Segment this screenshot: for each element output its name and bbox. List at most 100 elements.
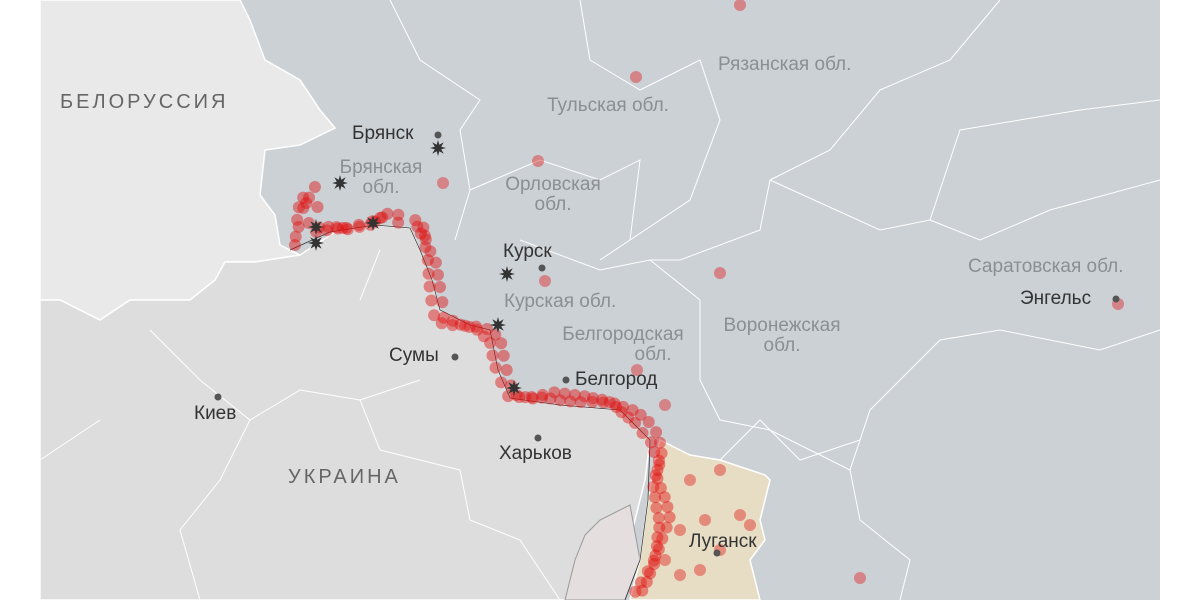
region-label-bryansk: Брянская обл. [331,158,431,198]
explosion-icon [365,215,381,231]
attack-dot [423,280,436,293]
attack-dot [642,416,655,429]
attack-dot [641,565,654,578]
attack-dot [409,214,422,227]
region-label-orel: Орловская обл. [493,175,613,215]
attack-dot [744,519,756,531]
attack-dot [640,575,653,588]
attack-dot [431,268,444,281]
right-margin [1160,0,1200,600]
state-border [289,224,651,600]
city-label-kiev: Киев [194,403,237,424]
city-label-engels: Энгельс [1020,288,1092,309]
city-dot-icon [214,393,222,401]
attack-dot [437,311,450,324]
attack-dot [631,364,643,376]
attack-dot [519,391,532,404]
attack-dot [652,511,665,524]
region-label-voronezh: Воронежская обл. [712,316,852,356]
attack-dot [352,218,365,231]
attack-dot [647,554,660,567]
attack-dots [289,0,1124,598]
region-label-line: Воронежская [723,315,841,336]
region-label-line: Орловская [505,174,601,195]
attack-dot [419,233,432,246]
attack-dot [419,241,432,254]
attack-dot [699,514,711,526]
attack-dot [660,521,673,534]
attack-dot [622,411,635,424]
attack-dot [292,201,305,214]
city-label-kursk: Курск [503,241,552,262]
attack-dot [297,191,310,204]
attack-dot [446,314,459,327]
attack-dot [603,396,616,409]
attack-dot [292,220,305,233]
attack-dot [471,323,484,336]
attack-dot [578,390,591,403]
attack-dot [644,436,657,449]
attack-dot [437,177,449,189]
attack-dot [684,474,696,486]
region-label-line: обл. [362,177,400,198]
attack-dot [644,567,657,580]
attack-dot [663,511,676,524]
city-dot-icon [562,376,570,384]
attack-dot [353,220,366,233]
attack-dot [554,394,567,407]
explosion-icon [499,266,515,282]
attack-dot [459,319,472,332]
attack-dot [322,220,335,233]
attack-dot [636,426,649,439]
region-label-line: Брянская [339,157,423,178]
region-label-belgorod: Белгородская обл. [548,325,698,365]
attack-dot [653,458,666,471]
attack-dot [564,395,577,408]
attack-dot [629,585,642,598]
attack-dot [714,464,726,476]
attack-dot [513,390,526,403]
attack-dot [291,213,304,226]
attack-dot [495,376,508,389]
attack-dot [289,239,301,251]
attack-dot [302,216,315,229]
city-dot-icon [1112,295,1120,303]
attack-dot [587,392,600,405]
attack-dot [653,436,666,449]
attack-dot [421,254,434,267]
attack-dot [425,294,438,307]
attack-dot [497,349,510,362]
attack-dot [463,320,476,333]
attack-dot [341,223,354,236]
attack-dot [392,216,405,229]
attack-dot [320,224,333,237]
attack-dot [654,482,667,495]
attack-dot [429,256,442,269]
attack-dot [417,221,430,234]
attack-dot [311,201,324,214]
attack-dot [694,564,706,576]
attack-dot [651,472,664,485]
attack-dot [536,388,549,401]
attack-dot [648,445,661,458]
attack-dot [674,569,686,581]
region-label-saratov: Саратовская обл. [968,256,1124,277]
attack-dot [649,549,662,562]
attack-dot [433,281,446,294]
attack-dot [854,572,866,584]
attack-dot [734,0,746,11]
attack-dot [495,337,508,350]
city-dot-icon [713,549,721,557]
attack-dot [648,558,661,571]
attack-dot [658,491,671,504]
attack-dot [477,330,490,343]
explosions [308,140,522,396]
attack-dot [500,363,513,376]
city-dot-icon [434,131,442,139]
attack-dot [656,532,669,545]
attack-dot [626,404,639,417]
attack-dot [418,229,431,242]
attack-dot [374,211,387,224]
region-label-ryazan: Рязанская обл. [718,54,852,75]
country-label-belarus: БЕЛОРУССИЯ [60,91,229,113]
